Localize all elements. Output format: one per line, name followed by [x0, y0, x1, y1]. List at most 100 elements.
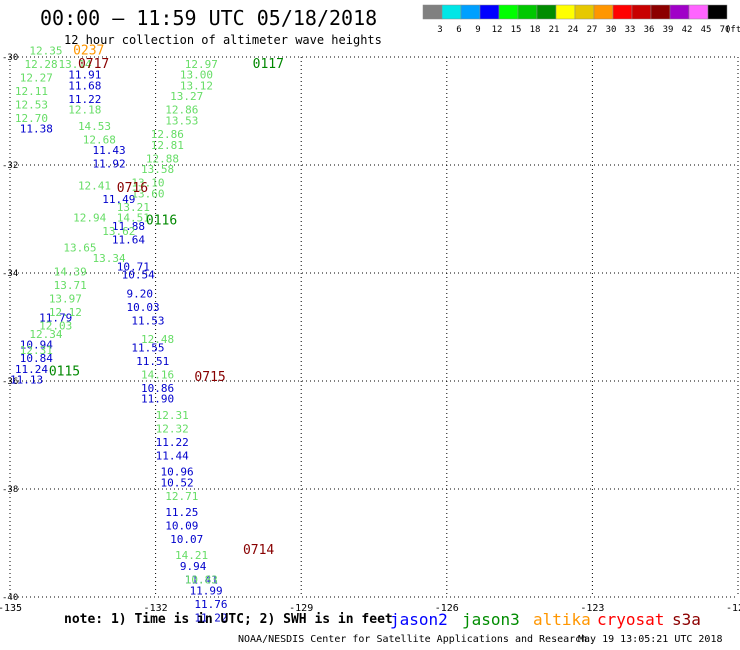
data-point-jason2: 10.86 — [141, 382, 174, 395]
legend-label: 27 — [587, 25, 598, 35]
data-point-jason3: 13.14 — [59, 58, 92, 71]
pass-time-label: 0717 — [78, 57, 109, 72]
x-tick-label: -135 — [0, 603, 22, 614]
x-tick-label: -126 — [435, 603, 459, 614]
y-tick-label: -38 — [2, 485, 18, 495]
y-tick-label: -40 — [2, 593, 18, 603]
data-point-jason3: 12.18 — [68, 104, 101, 117]
data-point-jason3: 14.53 — [78, 120, 111, 133]
legend-label: 12 — [492, 25, 503, 35]
data-point-jason2: 10.71 — [117, 260, 150, 273]
x-tick-label: -129 — [289, 603, 313, 614]
pass-time-label: 0716 — [117, 181, 148, 196]
pass-time-label: 0715 — [194, 370, 225, 385]
data-point-jason3: 12.86 — [151, 128, 184, 141]
data-point-jason2: 10.94 — [20, 339, 53, 352]
satellite-label-altika: altika — [533, 610, 591, 629]
chart-title: 00:00 – 11:59 UTC 05/18/2018 — [40, 6, 378, 30]
data-point-jason2: 9.94 — [180, 560, 207, 573]
data-point-jason3: 12.28 — [25, 58, 58, 71]
legend-label: 9 — [475, 25, 480, 35]
legend-swatch — [707, 4, 728, 20]
y-tick-label: -30 — [2, 53, 18, 63]
data-point-jason3: 12.03 — [39, 320, 72, 333]
data-point-jason2: 11.53 — [131, 314, 164, 327]
data-point-jason3: 12.53 — [15, 98, 48, 111]
data-point-jason3: 13.71 — [54, 279, 87, 292]
data-point-jason2: 11.13 — [10, 374, 43, 387]
data-point-jason3: 14.51 — [117, 212, 150, 225]
y-tick-label: -34 — [2, 269, 18, 279]
data-point-jason3: 12.32 — [156, 422, 189, 435]
data-point-jason2: 11.24 — [15, 363, 48, 376]
legend-label: 15 — [511, 25, 522, 35]
pass-time-label: 0116 — [146, 213, 177, 228]
legend-label: 39 — [663, 25, 674, 35]
data-point-jason3: 13.58 — [141, 163, 174, 176]
data-point-jason2: 10.52 — [160, 476, 193, 489]
data-point-jason3: 12.31 — [20, 344, 53, 357]
data-point-jason3: 13.21 — [117, 201, 150, 214]
x-tick-label: -120 — [726, 603, 740, 614]
satellite-label-cryosat: cryosat — [597, 610, 665, 629]
data-point-jason3: 12.97 — [185, 58, 218, 71]
data-point-jason2: 11.49 — [102, 193, 135, 206]
satellite-label-s3a: s3a — [672, 610, 701, 629]
data-point-jason3: 12.41 — [78, 179, 111, 192]
y-tick-label: -32 — [2, 161, 18, 171]
data-point-jason3: 13.65 — [63, 241, 96, 254]
data-point-jason3: 12.86 — [165, 104, 198, 117]
data-point-jason3: 12.94 — [73, 212, 106, 225]
legend-label: 30 — [606, 25, 617, 35]
pass-time-label: 0237 — [73, 43, 104, 58]
legend-label: 45 — [701, 25, 712, 35]
data-point-jason3: 13.12 — [180, 79, 213, 92]
data-point-jason3: 13.10 — [131, 177, 164, 190]
data-point-jason2: 11.43 — [93, 144, 126, 157]
data-point-jason3: 12.35 — [29, 44, 62, 57]
data-point-jason3: 12.34 — [29, 328, 62, 341]
legend-label: 3 — [437, 25, 442, 35]
legend-unit: (ft) — [725, 25, 740, 35]
data-point-jason3: 12.81 — [151, 139, 184, 152]
data-point-jason3: 14.21 — [175, 549, 208, 562]
data-point-jason3: 13.53 — [165, 115, 198, 128]
satellite-label-jason3: jason3 — [462, 610, 520, 629]
data-point-jason2: 11.91 — [68, 69, 101, 82]
data-point-jason3: 12.70 — [15, 112, 48, 125]
data-point-jason2: 11.55 — [131, 341, 164, 354]
data-point-jason3: 14.39 — [54, 266, 87, 279]
footer-note: note: 1) Time is in UTC; 2) SWH is in fe… — [64, 612, 393, 627]
satellite-label-jason2: jason2 — [390, 610, 448, 629]
data-point-jason3: 13.97 — [49, 293, 82, 306]
legend-label: 18 — [530, 25, 541, 35]
data-point-jason2: 11.51 — [136, 355, 169, 368]
data-point-jason2: 11.41 — [185, 574, 218, 587]
data-point-jason3: 13.62 — [102, 225, 135, 238]
data-point-jason2: 10.09 — [165, 520, 198, 533]
data-point-jason2: 11.88 — [112, 220, 145, 233]
data-point-jason3: 12.11 — [15, 85, 48, 98]
data-point-jason2: 11.22 — [156, 436, 189, 449]
data-point-jason3: 12.68 — [83, 133, 116, 146]
y-tick-label: -36 — [2, 377, 18, 387]
legend-label: 21 — [549, 25, 560, 35]
data-point-jason2: 11.92 — [93, 158, 126, 171]
data-point-jason3: 10.83 — [185, 574, 218, 587]
data-point-jason3: 12.88 — [146, 152, 179, 165]
legend-label: 36 — [644, 25, 655, 35]
legend-label: 33 — [625, 25, 636, 35]
credit-text: NOAA/NESDIS Center for Satellite Applica… — [238, 634, 588, 645]
pass-time-label: 0117 — [253, 57, 284, 72]
data-point-jason2: 11.22 — [194, 611, 227, 624]
data-point-jason2: 10.03 — [126, 301, 159, 314]
data-point-jason2: 10.84 — [20, 352, 53, 365]
data-point-jason3: 12.12 — [49, 306, 82, 319]
legend-label: 24 — [568, 25, 579, 35]
data-point-jason2: 11.76 — [194, 598, 227, 611]
timestamp-text: May 19 13:05:21 UTC 2018 — [578, 634, 723, 645]
data-point-jason2: 11.68 — [68, 79, 101, 92]
